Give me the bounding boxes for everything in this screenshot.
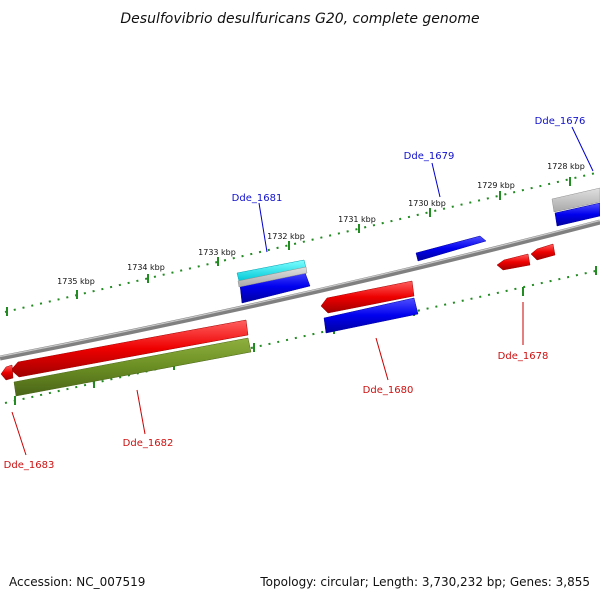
kbp-label: 1733 kbp [198, 248, 236, 257]
kbp-label: 1728 kbp [547, 162, 585, 171]
gene-arrow-dde-1676[interactable] [554, 202, 600, 227]
gene-arrow-dde-1683[interactable] [0, 364, 14, 381]
forward-tick-track [4, 171, 600, 316]
kbp-tick-labels: 1735 kbp 1734 kbp 1733 kbp 1732 kbp 1731… [57, 162, 585, 286]
pseudogene-arrow-dde-1682[interactable] [13, 337, 252, 397]
gene-label-dde-1683[interactable]: Dde_1683 [4, 460, 55, 471]
reverse-genes [0, 243, 556, 397]
gene-arrow-dde-1680-blue[interactable] [323, 297, 419, 334]
kbp-label: 1734 kbp [127, 263, 165, 272]
gene-labels: Dde_1676 Dde_1679 Dde_1681 Dde_1678 Dde_… [4, 116, 586, 471]
gene-label-dde-1678[interactable]: Dde_1678 [498, 351, 549, 362]
gene-label-dde-1682[interactable]: Dde_1682 [123, 438, 174, 449]
gene-arrow-dde-1678b[interactable] [530, 243, 556, 261]
gene-arrow-grey-small[interactable] [237, 266, 308, 288]
forward-genes [236, 187, 600, 334]
gene-arrow-dde-1680[interactable] [320, 280, 415, 314]
gene-label-dde-1676[interactable]: Dde_1676 [535, 116, 586, 127]
genome-backbone [0, 219, 600, 361]
gene-arrow-dde-1678a[interactable] [496, 253, 531, 271]
topology-text: Topology: circular; Length: 3,730,232 bp… [259, 575, 590, 589]
map-title: Desulfovibrio desulfuricans G20, complet… [120, 11, 479, 27]
gene-label-dde-1679[interactable]: Dde_1679 [404, 151, 455, 162]
kbp-label: 1731 kbp [338, 215, 376, 224]
kbp-label: 1729 kbp [477, 181, 515, 190]
accession-text: Accession: NC_007519 [9, 575, 145, 589]
gene-label-dde-1681[interactable]: Dde_1681 [232, 193, 283, 204]
gene-label-dde-1680[interactable]: Dde_1680 [363, 385, 414, 396]
gene-arrow-dde-1679[interactable] [415, 235, 487, 262]
leader-lines [11, 126, 594, 456]
kbp-label: 1735 kbp [57, 277, 95, 286]
kbp-label: 1732 kbp [267, 232, 305, 241]
gene-arrow-grey[interactable] [551, 187, 600, 213]
kbp-label: 1730 kbp [408, 199, 446, 208]
